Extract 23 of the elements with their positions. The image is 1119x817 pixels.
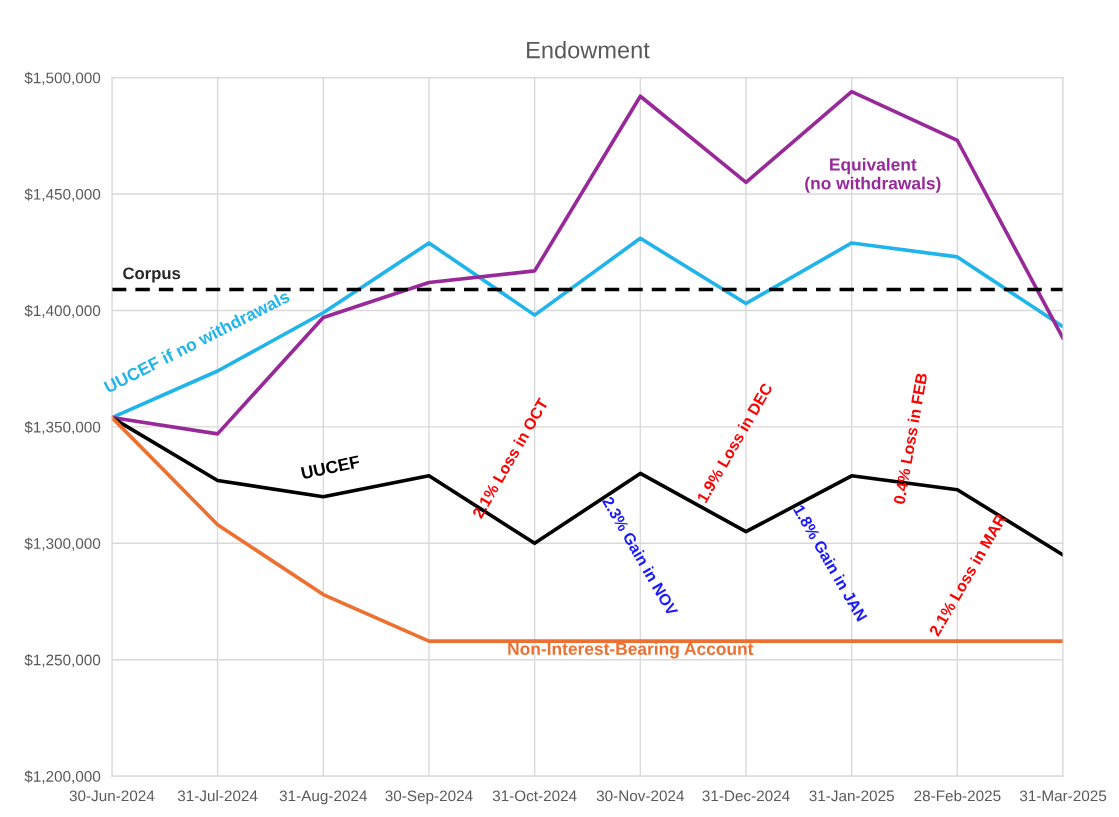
y-tick-label: $1,400,000	[24, 304, 101, 318]
x-tick-label: 30-Jun-2024	[69, 790, 155, 802]
x-tick-label: 31-Jan-2025	[809, 790, 894, 802]
series-label: Non-Interest-Bearing Account	[508, 642, 754, 659]
text: UUCEF	[300, 455, 361, 480]
y-tick-label: $1,300,000	[24, 537, 101, 551]
ref-line-label: Corpus	[123, 267, 181, 283]
x-tick-label: 31-Mar-2025	[1019, 790, 1107, 802]
x-tick-label: 31-Oct-2024	[492, 790, 577, 802]
y-tick-label: $1,350,000	[24, 421, 101, 435]
y-tick-label: $1,250,000	[24, 653, 101, 668]
series-label: Equivalent (no withdrawals)	[805, 157, 941, 193]
x-tick-label: 31-Aug-2024	[279, 790, 367, 805]
annotation: 0.4% Loss in FEB	[893, 372, 928, 505]
x-tick-label: 30-Sep-2024	[385, 790, 473, 805]
x-tick-label: 31-Dec-2024	[702, 790, 790, 802]
y-tick-label: $1,500,000	[24, 71, 101, 86]
y-tick-label: $1,450,000	[24, 188, 101, 202]
x-tick-label: 31-Jul-2024	[177, 790, 258, 802]
x-tick-label: 28-Feb-2025	[914, 790, 1001, 802]
y-tick-label: $1,200,000	[24, 770, 101, 784]
chart-title: Endowment	[527, 41, 650, 59]
x-tick-label: 30-Nov-2024	[596, 790, 685, 802]
